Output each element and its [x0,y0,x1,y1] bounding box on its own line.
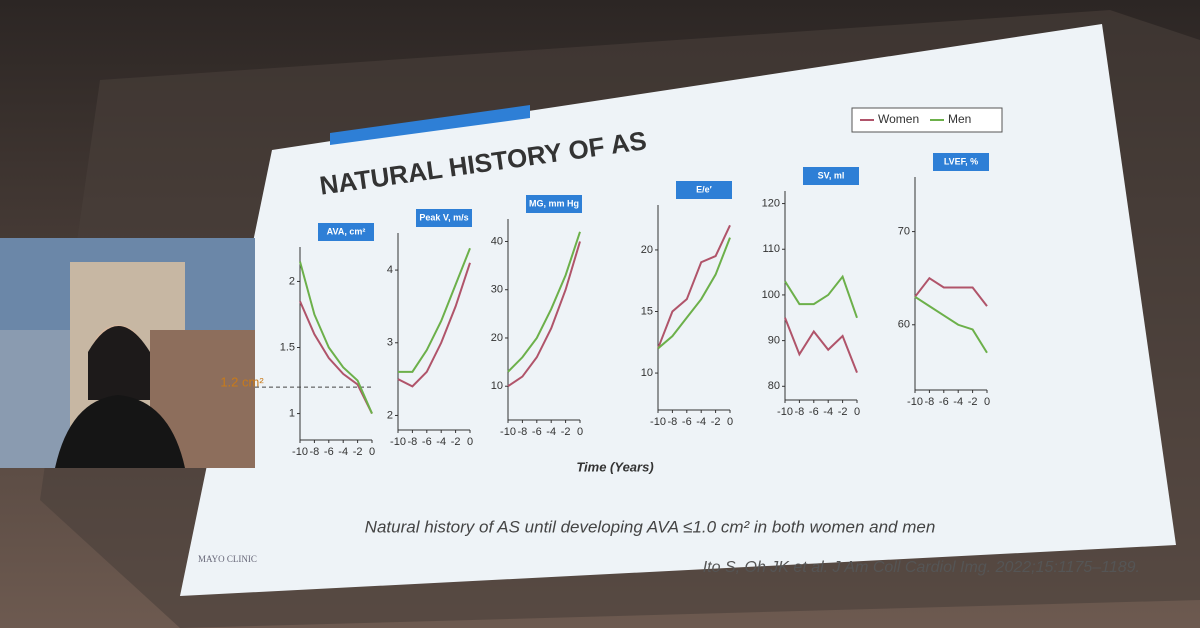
legend-label: Women [878,112,919,126]
panel-title-box [933,153,989,171]
x-tick-label: 0 [577,426,583,438]
series-line [299,300,373,415]
y-tick-label: 10 [491,380,503,392]
series-line [784,317,858,373]
logo: MAYO CLINIC [198,554,257,564]
y-tick-label: 3 [387,337,393,349]
panel-title-box [526,195,582,213]
panel-title: AVA, cm² [327,226,366,236]
x-tick-label: -4 [546,426,556,438]
annotation: 1.2 cm² [220,375,264,390]
legend-box [851,107,1003,133]
x-tick-label: 0 [854,406,860,418]
x-tick-label: -4 [823,406,833,418]
x-tick-label: 0 [467,436,473,448]
citation: Ito S, Oh JK et al. J Am Coll Cardiol Im… [703,559,1140,576]
y-tick-label: 40 [491,235,503,247]
x-tick-label: -6 [939,396,949,408]
x-tick-label: -4 [953,396,963,408]
y-tick-label: 110 [762,243,780,255]
x-tick-label: -6 [809,406,819,418]
x-tick-label: -8 [518,426,528,438]
x-tick-label: -2 [451,436,461,448]
x-tick-label: 0 [727,416,733,428]
y-tick-label: 20 [641,244,653,256]
y-tick-label: 70 [898,225,910,237]
panel-title: Peak V, m/s [419,212,468,222]
x-tick-label: -10 [650,416,666,428]
slide [180,24,1176,596]
x-tick-label: -8 [668,416,678,428]
panel-title-box [676,181,732,199]
series-line [507,241,581,388]
y-tick-label: 2 [387,409,393,421]
x-tick-label: -10 [292,446,308,458]
y-tick-label: 30 [491,284,503,296]
series-line [657,224,731,349]
series-line [299,261,373,414]
legend: Women Men [851,107,1003,133]
caption: Natural history of AS until developing A… [365,517,936,536]
x-tick-label: -10 [777,406,793,418]
x-tick-label: -4 [436,436,446,448]
panel-title-box [416,209,472,227]
y-tick-label: 10 [641,367,653,379]
y-tick-label: 80 [768,380,780,392]
x-tick-label: 0 [984,396,990,408]
x-tick-label: -4 [338,446,348,458]
y-tick-label: 15 [641,305,653,317]
panel-title-box [318,223,374,241]
panel-title-box [803,167,859,185]
panel-title: MG, mm Hg [529,198,579,208]
x-tick-label: 0 [369,446,375,458]
x-tick-label: -8 [925,396,935,408]
video-inset [0,238,255,468]
x-tick-label: -2 [838,406,848,418]
x-tick-label: -4 [696,416,706,428]
y-tick-label: 90 [768,335,780,347]
series-line [784,274,858,319]
x-tick-label: -2 [561,426,571,438]
panel-title: LVEF, % [944,156,978,166]
x-tick-label: -6 [532,426,542,438]
x-tick-label: -8 [795,406,805,418]
x-tick-label: -10 [907,396,923,408]
x-tick-label: -6 [324,446,334,458]
x-tick-label: -10 [500,426,516,438]
series-line [657,237,731,350]
legend-label: Men [948,112,971,126]
x-tick-label: -2 [711,416,721,428]
series-line [398,247,471,373]
x-axis-label: Time (Years) [576,459,653,474]
x-tick-label: -2 [353,446,363,458]
y-tick-label: 100 [762,289,780,301]
series-line [914,276,988,307]
panel-title: SV, ml [818,170,845,180]
x-tick-label: -8 [408,436,418,448]
y-tick-label: 1.5 [280,341,295,353]
x-tick-label: -6 [682,416,692,428]
y-tick-label: 2 [289,275,295,287]
y-tick-label: 120 [762,197,780,209]
x-tick-label: -10 [390,436,406,448]
series-line [507,231,581,373]
panel-title: E/e′ [696,184,712,194]
x-tick-label: -8 [310,446,320,458]
x-tick-label: -6 [422,436,432,448]
y-tick-label: 4 [387,264,393,276]
series-line [914,295,988,354]
y-tick-label: 60 [898,319,910,331]
title-bar [330,105,530,145]
y-tick-label: 1 [289,407,295,419]
y-tick-label: 20 [491,332,503,344]
series-line [397,262,471,388]
x-tick-label: -2 [968,396,978,408]
